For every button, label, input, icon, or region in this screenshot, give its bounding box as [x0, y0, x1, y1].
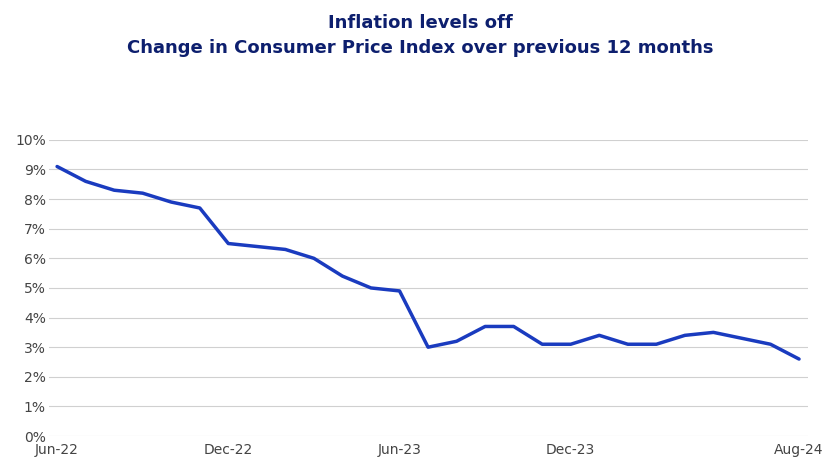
Text: Inflation levels off
Change in Consumer Price Index over previous 12 months: Inflation levels off Change in Consumer …: [127, 14, 713, 57]
